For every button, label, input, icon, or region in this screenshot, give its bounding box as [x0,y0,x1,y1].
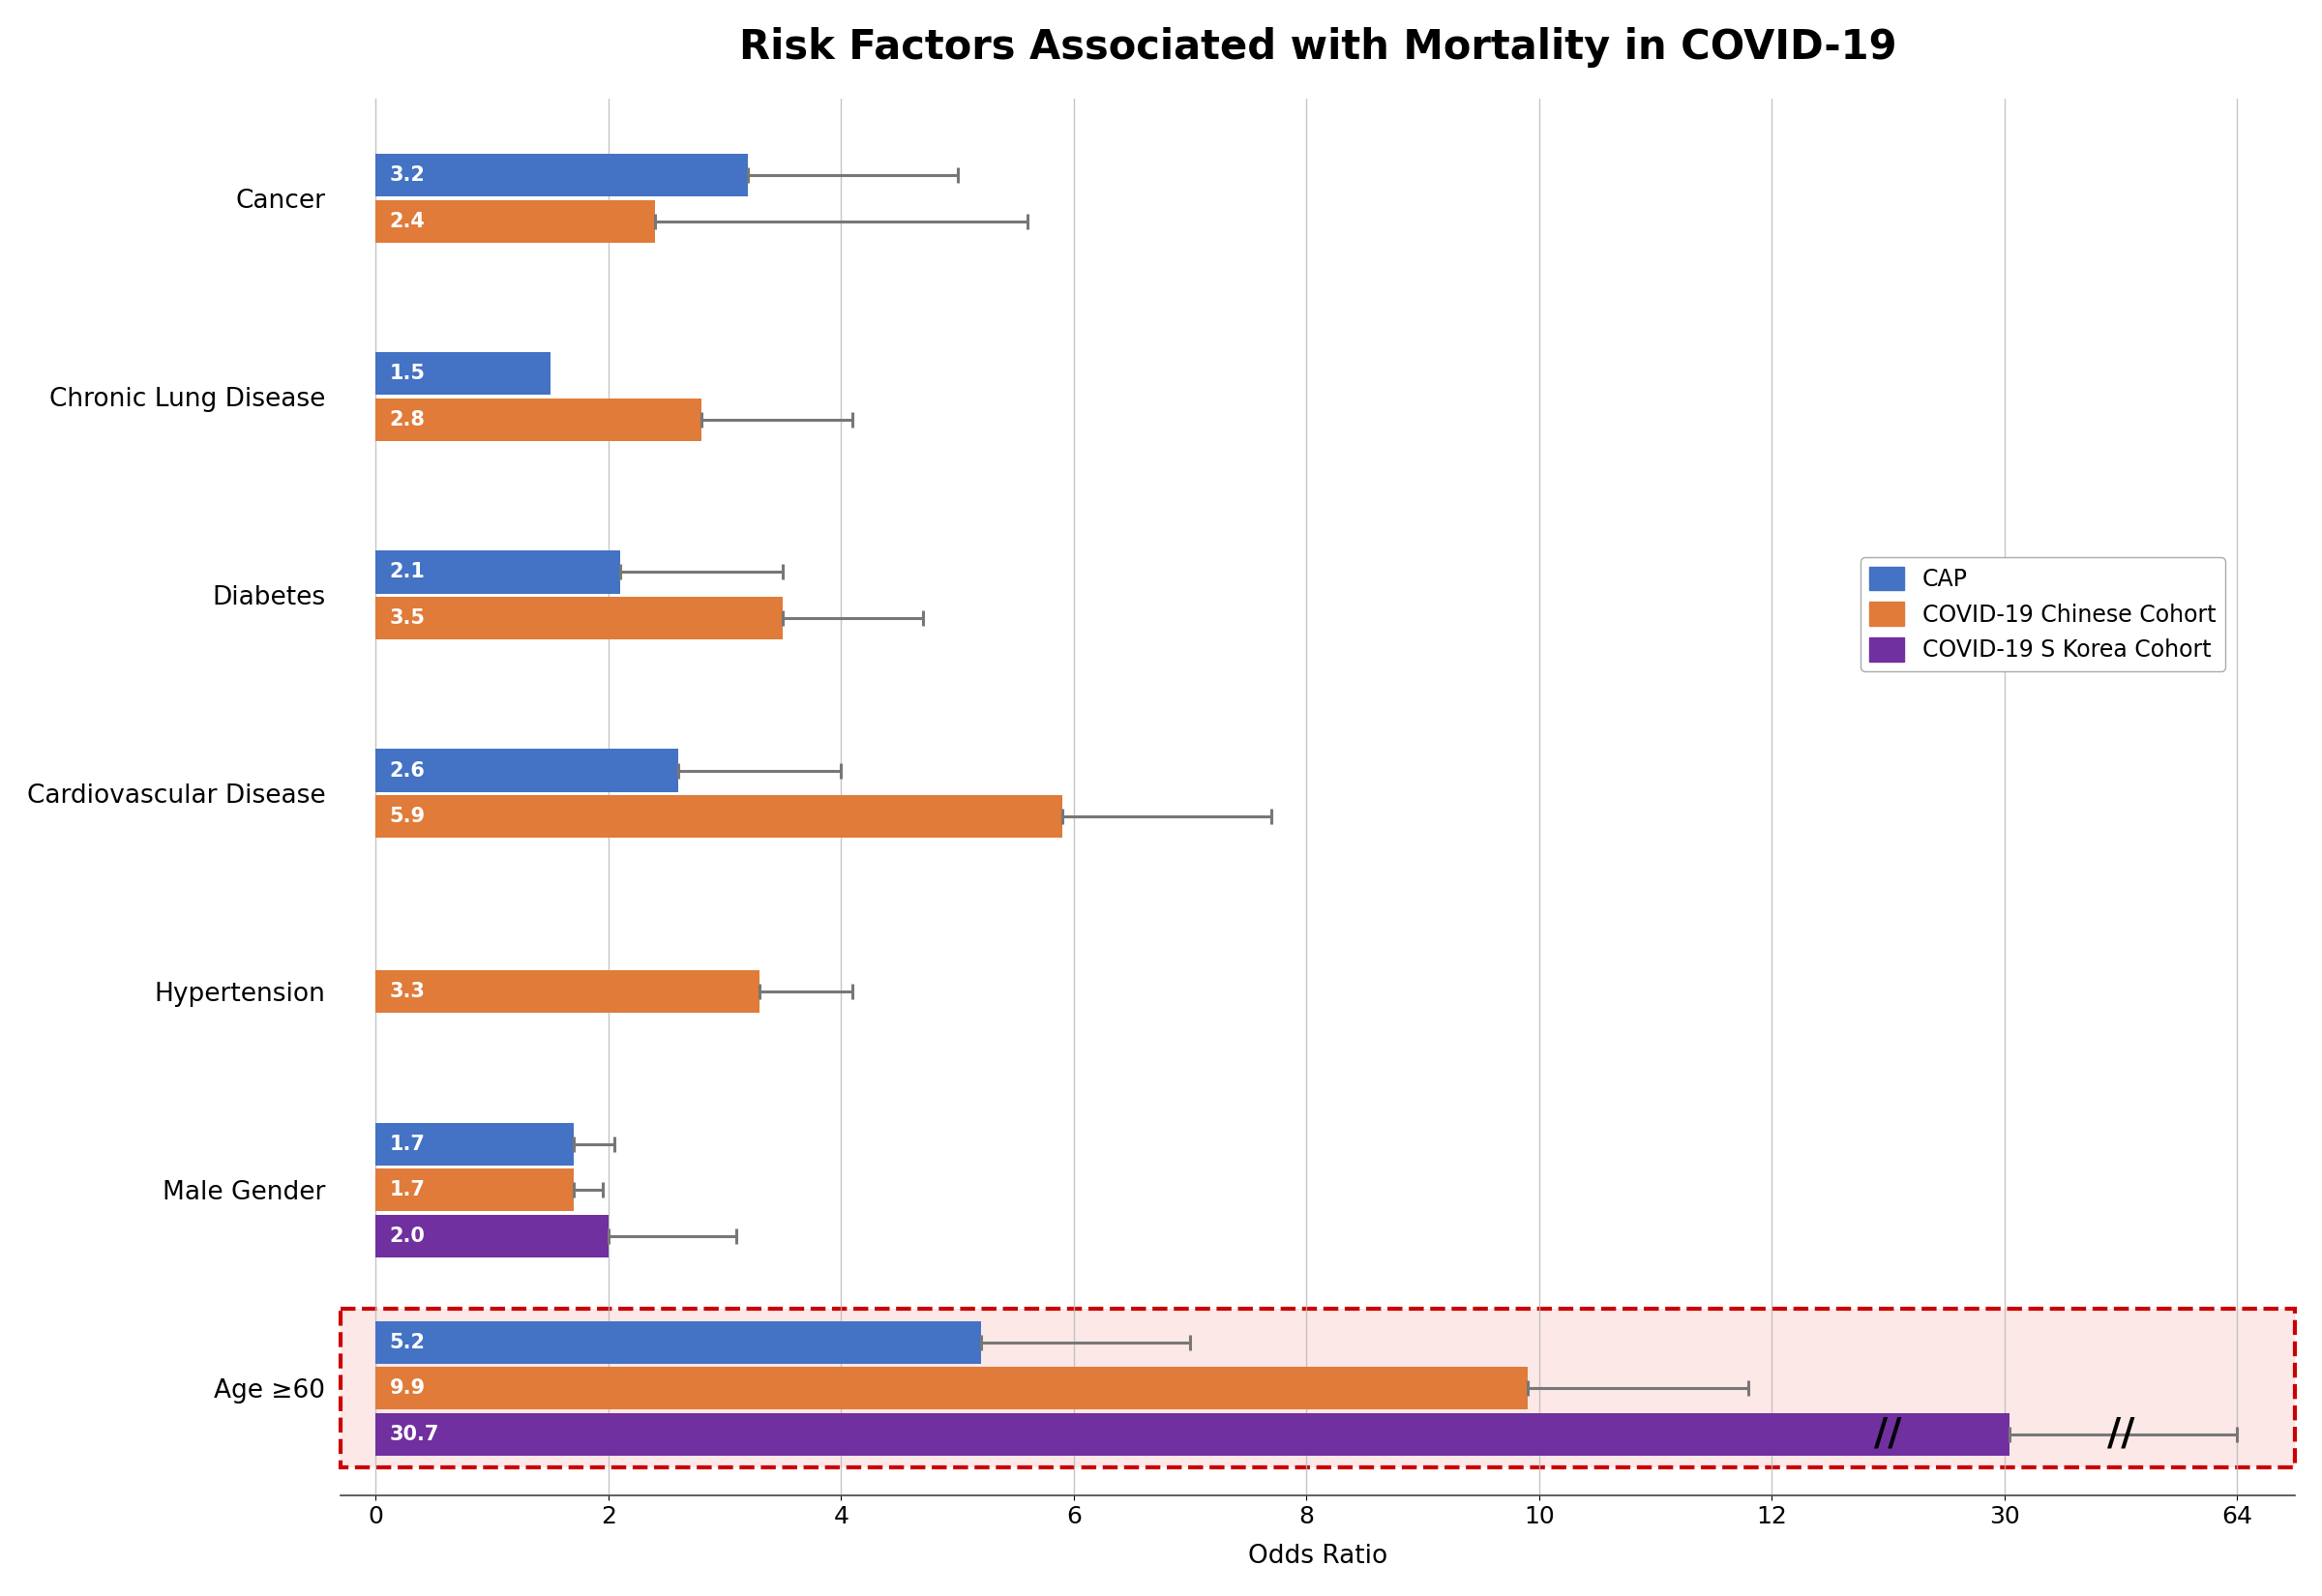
Bar [376,155,748,196]
Bar [376,397,701,440]
Bar [376,597,783,640]
Bar [376,795,1061,838]
Text: 3.3: 3.3 [390,982,425,1001]
Bar [376,1168,574,1211]
Text: 2.6: 2.6 [390,761,425,780]
Text: 5.2: 5.2 [390,1333,425,1352]
Bar [376,1215,608,1258]
Text: 1.7: 1.7 [390,1181,425,1200]
Bar [376,970,759,1013]
Text: 3.5: 3.5 [390,608,425,627]
Bar [376,1412,2009,1456]
Text: 2.1: 2.1 [390,562,425,583]
Text: //: // [1874,1416,1902,1452]
X-axis label: Odds Ratio: Odds Ratio [1249,1543,1389,1569]
Bar [376,1321,980,1365]
Text: 2.0: 2.0 [390,1226,425,1245]
Text: 1.5: 1.5 [390,364,425,383]
Text: 9.9: 9.9 [390,1379,425,1398]
Bar [376,749,678,792]
Text: 5.9: 5.9 [390,806,425,825]
Text: 2.8: 2.8 [390,410,425,429]
Text: 3.2: 3.2 [390,166,425,185]
Text: //: // [2106,1416,2134,1452]
Bar [376,353,550,396]
Text: 2.4: 2.4 [390,212,425,231]
FancyBboxPatch shape [341,1309,2294,1468]
Text: 30.7: 30.7 [390,1425,439,1444]
Bar [376,200,655,243]
Bar [376,1368,1528,1409]
Text: 1.7: 1.7 [390,1135,425,1154]
Bar [376,1124,574,1165]
Title: Risk Factors Associated with Mortality in COVID-19: Risk Factors Associated with Mortality i… [738,27,1897,67]
Legend: CAP, COVID-19 Chinese Cohort, COVID-19 S Korea Cohort: CAP, COVID-19 Chinese Cohort, COVID-19 S… [1860,557,2224,672]
Bar [376,551,620,594]
